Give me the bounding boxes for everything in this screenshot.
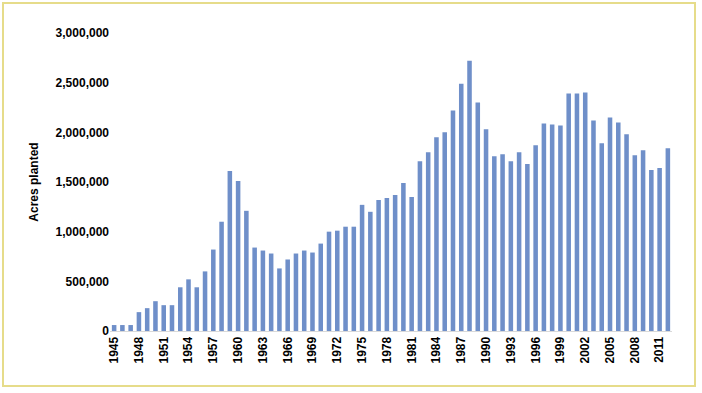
svg-text:1981: 1981 [405,336,419,363]
svg-text:1951: 1951 [157,336,171,363]
svg-text:1969: 1969 [305,336,319,363]
svg-text:2011: 2011 [653,336,667,362]
svg-text:2,500,000: 2,500,000 [56,76,110,90]
svg-text:2002: 2002 [578,336,592,363]
svg-text:1954: 1954 [181,336,195,363]
svg-text:1984: 1984 [429,336,443,363]
svg-text:0: 0 [102,324,109,338]
svg-text:1978: 1978 [380,336,394,363]
svg-text:1972: 1972 [330,336,344,363]
svg-text:3,000,000: 3,000,000 [56,26,110,40]
svg-text:1948: 1948 [132,336,146,363]
svg-text:1996: 1996 [529,336,543,363]
svg-text:1987: 1987 [454,336,468,363]
svg-text:1993: 1993 [504,336,518,363]
svg-text:1975: 1975 [355,336,369,363]
svg-text:1,000,000: 1,000,000 [56,225,110,239]
svg-text:1945: 1945 [107,336,121,363]
svg-text:1963: 1963 [256,336,270,363]
svg-text:2,000,000: 2,000,000 [56,126,110,140]
svg-text:Acres planted: Acres planted [27,142,41,221]
svg-text:2008: 2008 [628,336,642,363]
svg-text:500,000: 500,000 [66,275,110,289]
svg-text:1960: 1960 [231,336,245,363]
svg-text:1957: 1957 [206,336,220,363]
svg-text:1,500,000: 1,500,000 [56,175,110,189]
svg-text:1990: 1990 [479,336,493,363]
svg-text:1999: 1999 [553,336,567,363]
svg-text:1966: 1966 [281,336,295,363]
svg-text:2005: 2005 [603,336,617,363]
